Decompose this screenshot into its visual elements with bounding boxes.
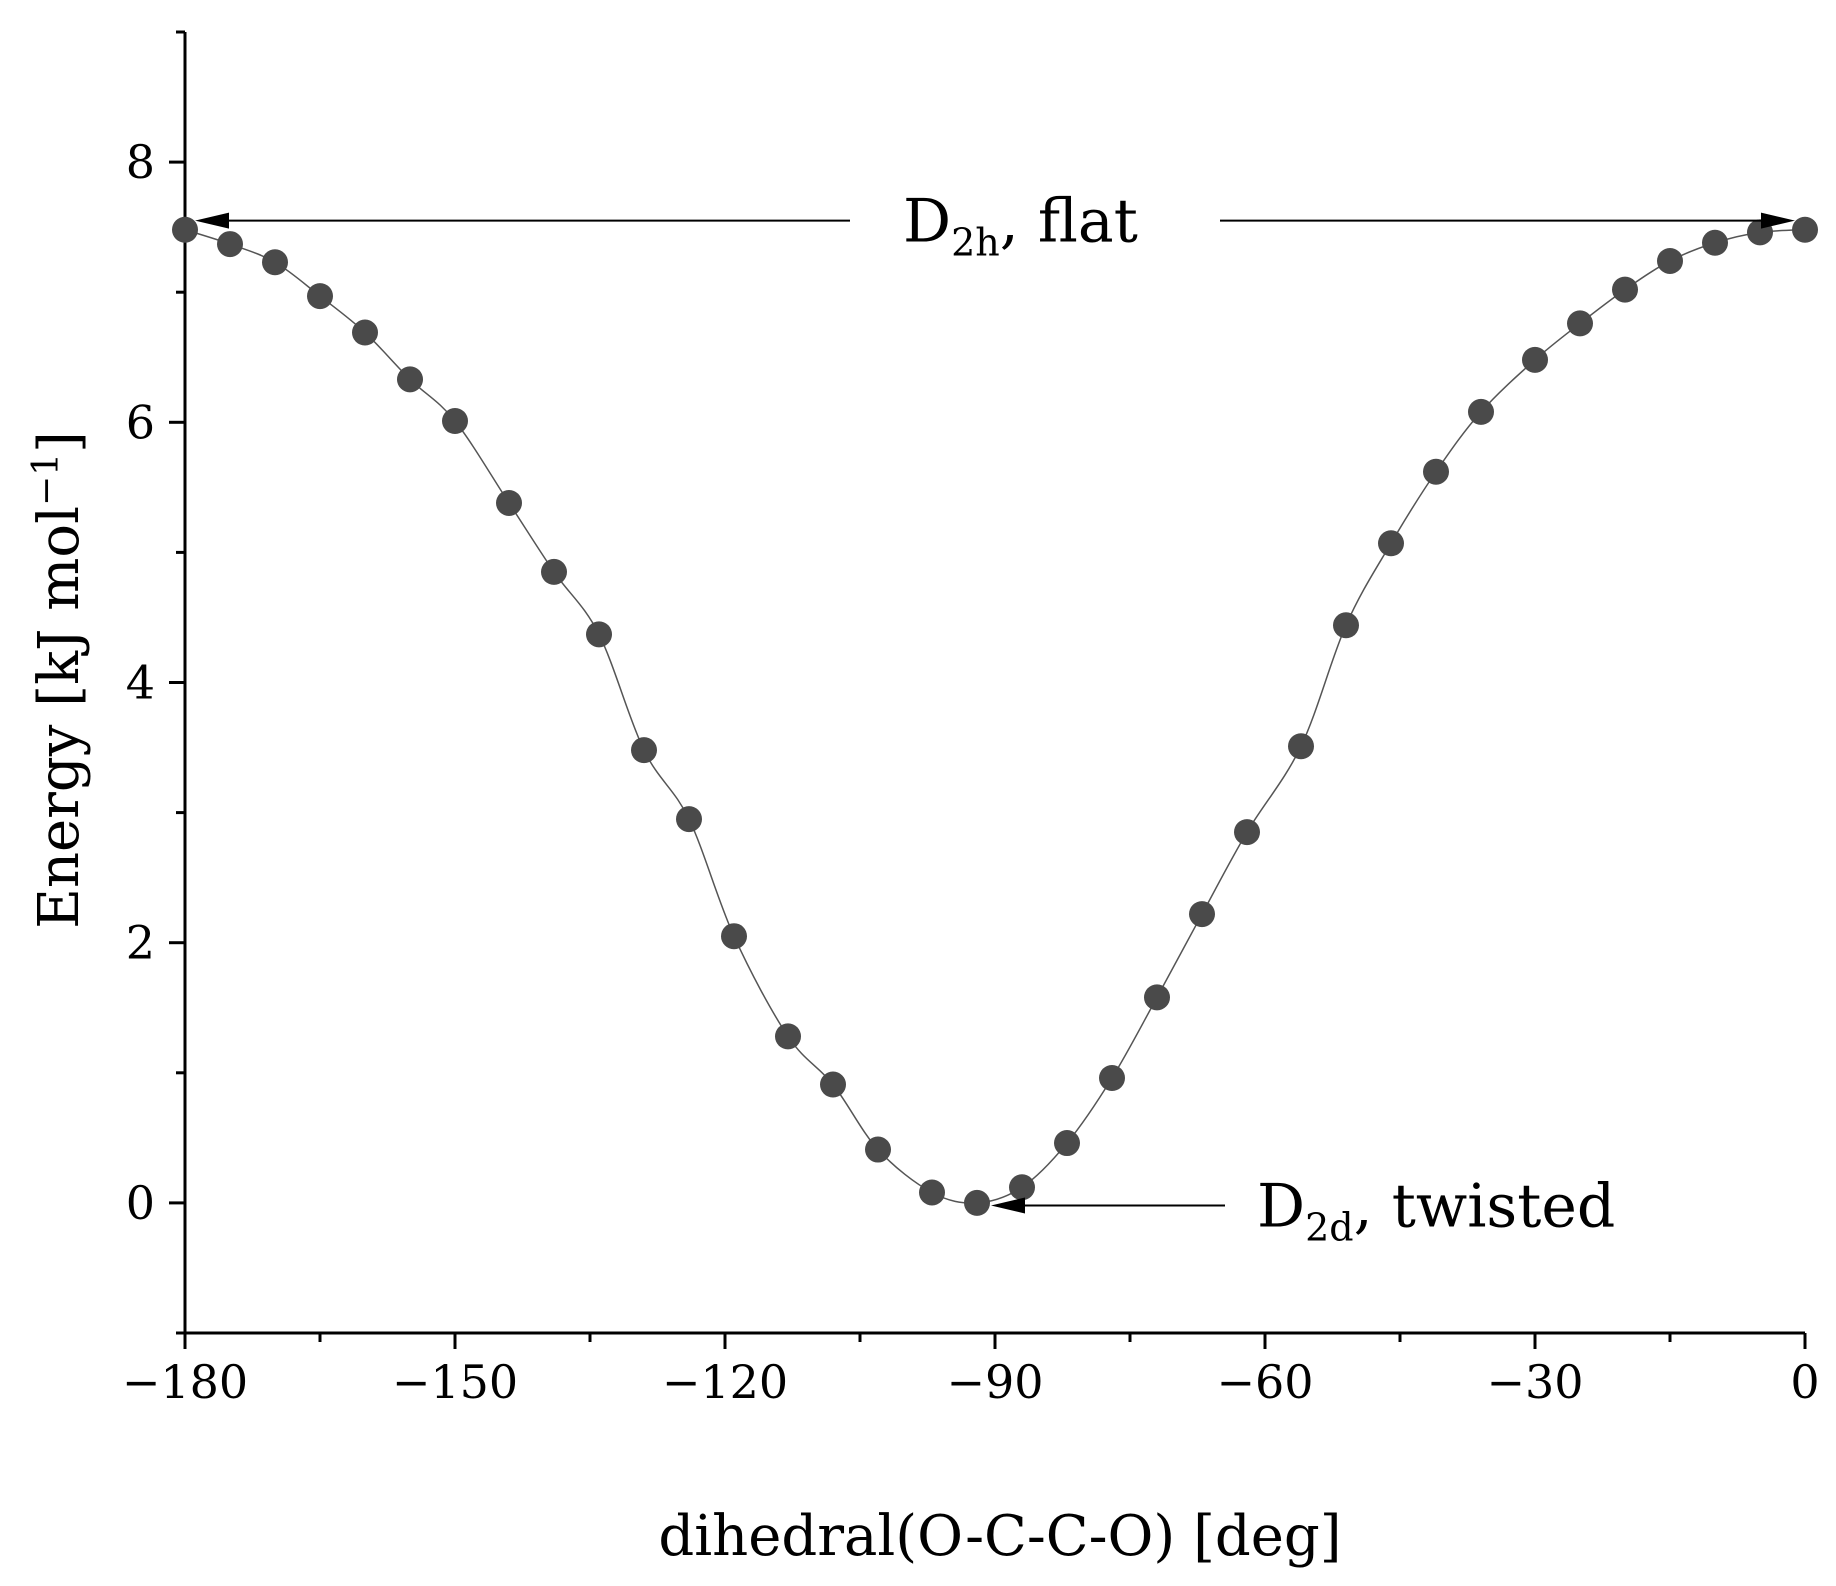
x-tick-label: −60 <box>1216 1355 1313 1409</box>
data-point <box>1333 612 1359 639</box>
data-point <box>397 366 423 393</box>
x-axis-title: dihedral(O-C-C-O) [deg] <box>658 1504 1341 1569</box>
y-tick-label: 2 <box>126 916 155 970</box>
data-point <box>919 1179 945 1206</box>
data-points <box>172 216 1818 1216</box>
data-point <box>217 231 243 258</box>
data-point <box>541 558 567 585</box>
y-tick-label: 4 <box>126 656 155 710</box>
data-point <box>964 1189 990 1216</box>
y-axis-title: Energy [kJ mol−1] <box>26 431 93 929</box>
data-point <box>775 1023 801 1050</box>
data-point <box>1702 229 1728 256</box>
annotations: D2h, flat D2d, twisted <box>195 187 1795 1250</box>
data-point <box>1234 819 1260 846</box>
x-tick-label: −90 <box>946 1355 1043 1409</box>
data-point <box>1054 1130 1080 1157</box>
data-point <box>1468 398 1494 425</box>
x-tick-label: −30 <box>1486 1355 1583 1409</box>
data-point <box>1522 346 1548 373</box>
data-point <box>586 621 612 648</box>
annotation-twisted-label: D2d, twisted <box>1257 1172 1615 1250</box>
data-point <box>172 216 198 243</box>
data-point <box>1567 310 1593 337</box>
data-point <box>1423 458 1449 485</box>
ticks: −180 −150 −120 −90 −60 −30 0 0 2 4 6 8 <box>122 30 1820 1409</box>
data-point <box>442 407 468 434</box>
y-tick-label: 8 <box>126 135 155 189</box>
x-tick-label: −180 <box>122 1355 248 1409</box>
data-point <box>1612 276 1638 303</box>
y-tick-label: 6 <box>126 395 155 449</box>
annotation-flat-label: D2h, flat <box>903 187 1138 265</box>
annotation-flat-arrowhead-right <box>1761 212 1795 229</box>
data-point <box>1144 984 1170 1011</box>
x-tick-label: −150 <box>392 1355 518 1409</box>
y-axis-title-close: ] <box>27 431 92 453</box>
data-point <box>631 737 657 764</box>
annotation-flat-arrowhead-left <box>195 212 229 229</box>
data-point <box>676 806 702 833</box>
data-point <box>496 489 522 516</box>
y-axis-title-main: Energy [kJ mol <box>27 506 92 929</box>
data-point <box>1009 1174 1035 1201</box>
data-point <box>1378 530 1404 557</box>
y-axis-title-sup: −1 <box>26 453 67 506</box>
data-point <box>1657 247 1683 274</box>
data-point <box>721 923 747 950</box>
data-point <box>307 283 333 310</box>
y-tick-label: 0 <box>126 1176 155 1230</box>
data-point <box>352 319 378 346</box>
x-tick-label: −120 <box>662 1355 788 1409</box>
data-point <box>262 249 288 276</box>
data-point <box>1099 1065 1125 1092</box>
data-point <box>1189 901 1215 928</box>
annotation-twisted-arrowhead <box>991 1197 1025 1214</box>
x-tick-label: 0 <box>1790 1355 1819 1409</box>
fit-curve <box>184 229 1806 1204</box>
data-point <box>1288 733 1314 760</box>
data-point <box>1792 216 1818 243</box>
data-point <box>820 1071 846 1098</box>
data-point <box>865 1136 891 1163</box>
